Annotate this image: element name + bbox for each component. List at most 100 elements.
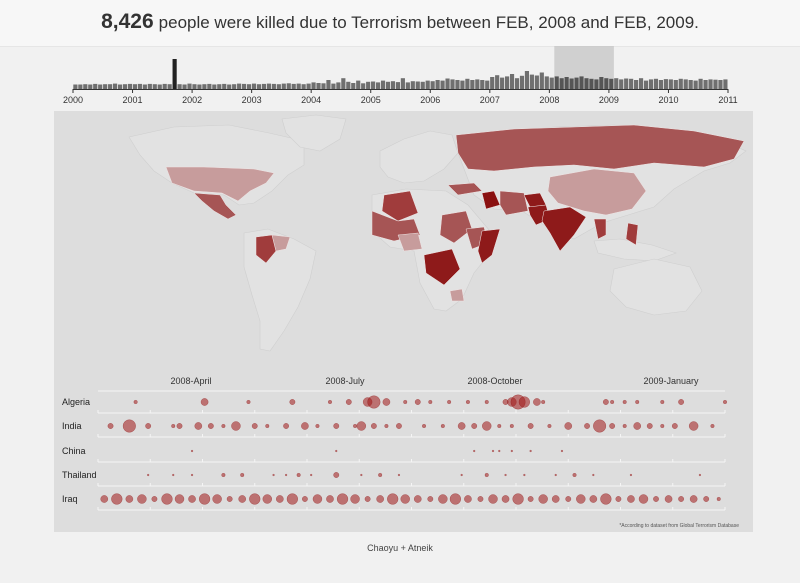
world-map[interactable] — [54, 111, 753, 373]
timeline-bar — [331, 83, 336, 89]
timeline-bar — [197, 84, 202, 89]
timeline-bar — [594, 79, 599, 89]
incident-bubble — [653, 496, 659, 502]
country-russia — [455, 124, 745, 172]
incident-bubble — [589, 495, 598, 503]
incident-bubble — [312, 494, 323, 504]
incident-bubble — [622, 423, 627, 429]
timeline-bar — [321, 83, 326, 89]
incident-bubble — [518, 396, 531, 408]
incident-bubble — [660, 423, 665, 429]
incident-bubble — [427, 496, 434, 502]
row-label-china: China — [62, 446, 86, 456]
timeline-bar — [638, 78, 644, 89]
incident-bubble — [413, 495, 422, 503]
country-usa — [165, 166, 275, 202]
incident-bubble — [678, 496, 685, 502]
incident-bubble — [387, 493, 399, 505]
month-label: 2009-January — [643, 376, 699, 386]
incident-bubble — [133, 399, 138, 405]
incident-bubble — [633, 422, 642, 430]
timeline-bar — [559, 78, 564, 89]
incident-bubble — [414, 399, 421, 405]
timeline-bar — [311, 82, 316, 89]
incident-bubble — [125, 495, 134, 503]
timeline-bar — [83, 84, 88, 89]
timeline-bar — [301, 84, 306, 89]
country-thailand — [593, 218, 607, 240]
timeline-bar — [103, 84, 108, 89]
timeline-bar — [544, 76, 549, 89]
timeline-bar — [609, 78, 614, 89]
timeline-bar — [142, 84, 147, 89]
timeline-bar — [509, 74, 515, 89]
timeline-bar — [132, 84, 138, 89]
timeline-bar — [390, 81, 396, 89]
timeline-bar — [698, 78, 703, 89]
timeline-bar — [157, 84, 162, 89]
timeline-bar — [251, 83, 257, 89]
timeline-bar — [505, 76, 510, 89]
bubble-timeline[interactable]: 2008-April 2008-July 2008-October 2009-Janu… — [54, 373, 753, 532]
incident-bubble — [547, 423, 552, 429]
incident-bubble — [551, 495, 560, 503]
timeline-bar — [192, 84, 197, 89]
timeline-bar — [648, 79, 654, 89]
incident-bubble — [172, 473, 175, 477]
timeline-chart[interactable]: 2000 2001 2002 2003 2004 2005 2006 2007 2008 2009… — [0, 46, 800, 108]
incident-bubble — [488, 494, 498, 504]
incident-bubble — [440, 423, 445, 429]
source-note: *According to dataset from Global Terror… — [619, 523, 739, 529]
timeline-bar — [222, 83, 227, 89]
country-philippines — [625, 222, 639, 246]
row-label-algeria: Algeria — [62, 397, 90, 407]
headline: 8,426 people were killed due to Terrorism… — [0, 10, 800, 34]
timeline-bar — [212, 84, 217, 89]
incident-bubble — [350, 494, 360, 504]
timeline-bar — [614, 78, 619, 89]
timeline-tick-label: 2007 — [480, 95, 500, 105]
incident-bubble — [527, 496, 534, 502]
month-label: 2008-April — [170, 376, 211, 386]
timeline-bar — [420, 81, 425, 89]
timeline-bar — [569, 78, 574, 89]
incident-bubble — [376, 495, 384, 503]
incident-bubble — [221, 423, 226, 429]
incident-bubble — [226, 496, 233, 502]
timeline-bar — [460, 80, 465, 89]
incident-bubble — [327, 399, 333, 405]
timeline-bar — [182, 84, 187, 89]
timeline-bar — [366, 81, 371, 89]
timeline-bar — [152, 84, 157, 89]
incident-bubble — [378, 472, 383, 478]
incident-bubble — [188, 495, 196, 503]
timeline-bar — [351, 83, 356, 89]
timeline-bar — [172, 59, 177, 89]
timeline-bar — [663, 79, 668, 89]
timeline-bar — [167, 84, 172, 89]
incident-bubble — [200, 398, 209, 406]
incident-bubble — [484, 399, 489, 405]
incident-bubble — [477, 496, 484, 502]
incident-bubble — [560, 449, 564, 453]
timeline-bar — [668, 79, 673, 89]
timeline-bar — [554, 76, 559, 89]
incident-bubble — [464, 495, 472, 503]
timeline-tick-label: 2010 — [658, 95, 678, 105]
country-somalia — [477, 228, 501, 264]
timeline-bar — [415, 81, 420, 89]
timeline-tick-label: 2005 — [361, 95, 381, 105]
credit: Chaoyu + Atneik — [367, 543, 433, 553]
timeline-bar — [495, 75, 500, 89]
incident-bubble — [592, 473, 595, 477]
incident-bubble — [151, 496, 158, 502]
timeline-bar — [242, 83, 247, 89]
timeline-bar — [534, 75, 539, 89]
incident-bubble — [465, 399, 470, 405]
incident-bubble — [660, 399, 665, 405]
incident-bubble — [335, 449, 338, 453]
timeline-bar — [634, 80, 639, 89]
timeline-bar — [256, 84, 262, 89]
indonesia-land — [593, 238, 677, 262]
incident-bubble — [382, 398, 391, 406]
